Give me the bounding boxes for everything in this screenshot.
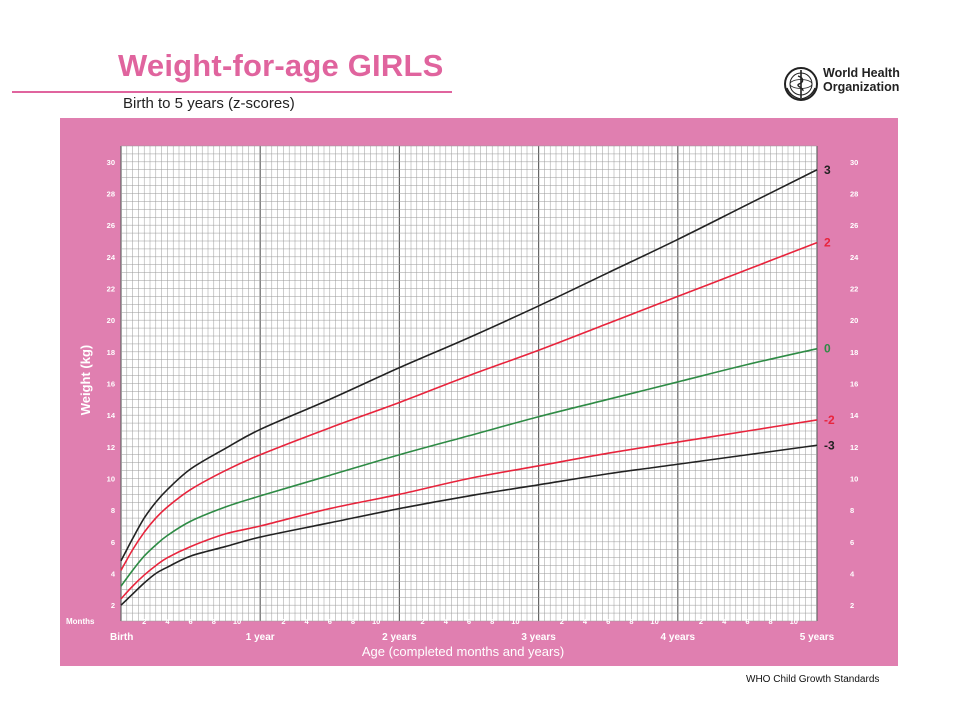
y-tick-label-right: 4 (850, 570, 855, 579)
y-tick-label: 20 (107, 316, 115, 325)
y-tick-label-right: 24 (850, 253, 859, 262)
months-label: Months (66, 617, 95, 626)
x-month-label: 8 (212, 617, 216, 626)
x-month-label: 4 (444, 617, 449, 626)
series-labels: 3 2 0 -2 -3 (824, 163, 835, 453)
chart-subtitle: Birth to 5 years (z-scores) (123, 95, 295, 112)
y-tick-label: 4 (111, 570, 116, 579)
x-month-label: 6 (467, 617, 471, 626)
x-month-label: 2 (142, 617, 146, 626)
series-group (120, 169, 818, 606)
y-tick-label-right: 20 (850, 316, 858, 325)
y-axis-label: Weight (kg) (78, 345, 93, 416)
x-month-label: 6 (189, 617, 193, 626)
who-name-line1: World Health (823, 66, 900, 80)
x-month-label: 8 (351, 617, 355, 626)
x-tick-labels: Birth 1 year 2 years 3 years 4 years 5 years 2… (110, 617, 835, 643)
x-year-label: Birth (110, 632, 133, 643)
x-month-label: 2 (560, 617, 564, 626)
y-tick-label: 18 (107, 348, 115, 357)
y-tick-label-right: 28 (850, 190, 858, 199)
x-month-label: 10 (650, 617, 658, 626)
y-tick-label-right: 30 (850, 158, 858, 167)
y-tick-label-right: 22 (850, 285, 858, 294)
title-rule (12, 91, 452, 93)
x-month-label: 10 (790, 617, 798, 626)
y-tick-label-right: 16 (850, 380, 858, 389)
y-tick-label: 16 (107, 380, 115, 389)
series-label-z-3: -3 (824, 438, 835, 452)
y-tick-label: 24 (107, 253, 116, 262)
series-line-z-2 (120, 419, 818, 600)
series-line-z2 (120, 241, 818, 571)
x-month-label: 6 (745, 617, 749, 626)
series-label-z-2: -2 (824, 413, 835, 427)
x-month-label: 4 (583, 617, 588, 626)
series-label-z3: 3 (824, 163, 831, 177)
y-tick-label-right: 10 (850, 475, 858, 484)
series-label-z0: 0 (824, 342, 831, 356)
x-year-label: 3 years (521, 632, 556, 643)
y-tick-label: 12 (107, 443, 115, 452)
series-line-z0 (120, 347, 818, 587)
y-tick-label: 8 (111, 506, 115, 515)
y-tick-label-right: 12 (850, 443, 858, 452)
x-month-label: 8 (490, 617, 494, 626)
x-month-label: 4 (305, 617, 310, 626)
x-month-label: 2 (421, 617, 425, 626)
x-month-label: 6 (328, 617, 332, 626)
x-year-label: 1 year (246, 632, 275, 643)
x-month-label: 10 (372, 617, 380, 626)
series-line-z-3 (120, 444, 818, 606)
x-month-label: 10 (233, 617, 241, 626)
y-tick-label-right: 6 (850, 538, 854, 547)
x-year-label: 4 years (661, 632, 696, 643)
y-tick-label: 2 (111, 601, 115, 610)
x-month-label: 4 (165, 617, 170, 626)
x-axis-label: Age (completed months and years) (362, 644, 564, 659)
source-note: WHO Child Growth Standards (746, 674, 880, 685)
y-tick-label-right: 18 (850, 348, 858, 357)
y-tick-label: 14 (107, 411, 116, 420)
x-month-label: 6 (606, 617, 610, 626)
x-month-label: 10 (511, 617, 519, 626)
x-year-label: 5 years (800, 632, 835, 643)
y-tick-label-right: 14 (850, 411, 859, 420)
x-month-label: 8 (629, 617, 633, 626)
grid (120, 145, 818, 622)
who-emblem-icon (784, 67, 818, 101)
who-name-line2: Organization (823, 80, 900, 94)
series-label-z2: 2 (824, 236, 831, 250)
who-name: World Health Organization (823, 66, 900, 94)
x-month-label: 2 (699, 617, 703, 626)
y-tick-label: 30 (107, 158, 115, 167)
chart-title: Weight-for-age GIRLS (118, 48, 444, 83)
y-tick-label-right: 26 (850, 221, 858, 230)
y-tick-label-right: 8 (850, 506, 854, 515)
y-tick-label: 10 (107, 475, 115, 484)
y-tick-label: 6 (111, 538, 115, 547)
y-tick-label: 28 (107, 190, 115, 199)
x-month-label: 4 (722, 617, 727, 626)
x-year-label: 2 years (382, 632, 417, 643)
y-tick-label-right: 2 (850, 601, 854, 610)
series-line-z3 (120, 169, 818, 562)
y-tick-label: 22 (107, 285, 115, 294)
x-month-label: 8 (769, 617, 773, 626)
x-month-label: 2 (281, 617, 285, 626)
y-tick-label: 26 (107, 221, 115, 230)
